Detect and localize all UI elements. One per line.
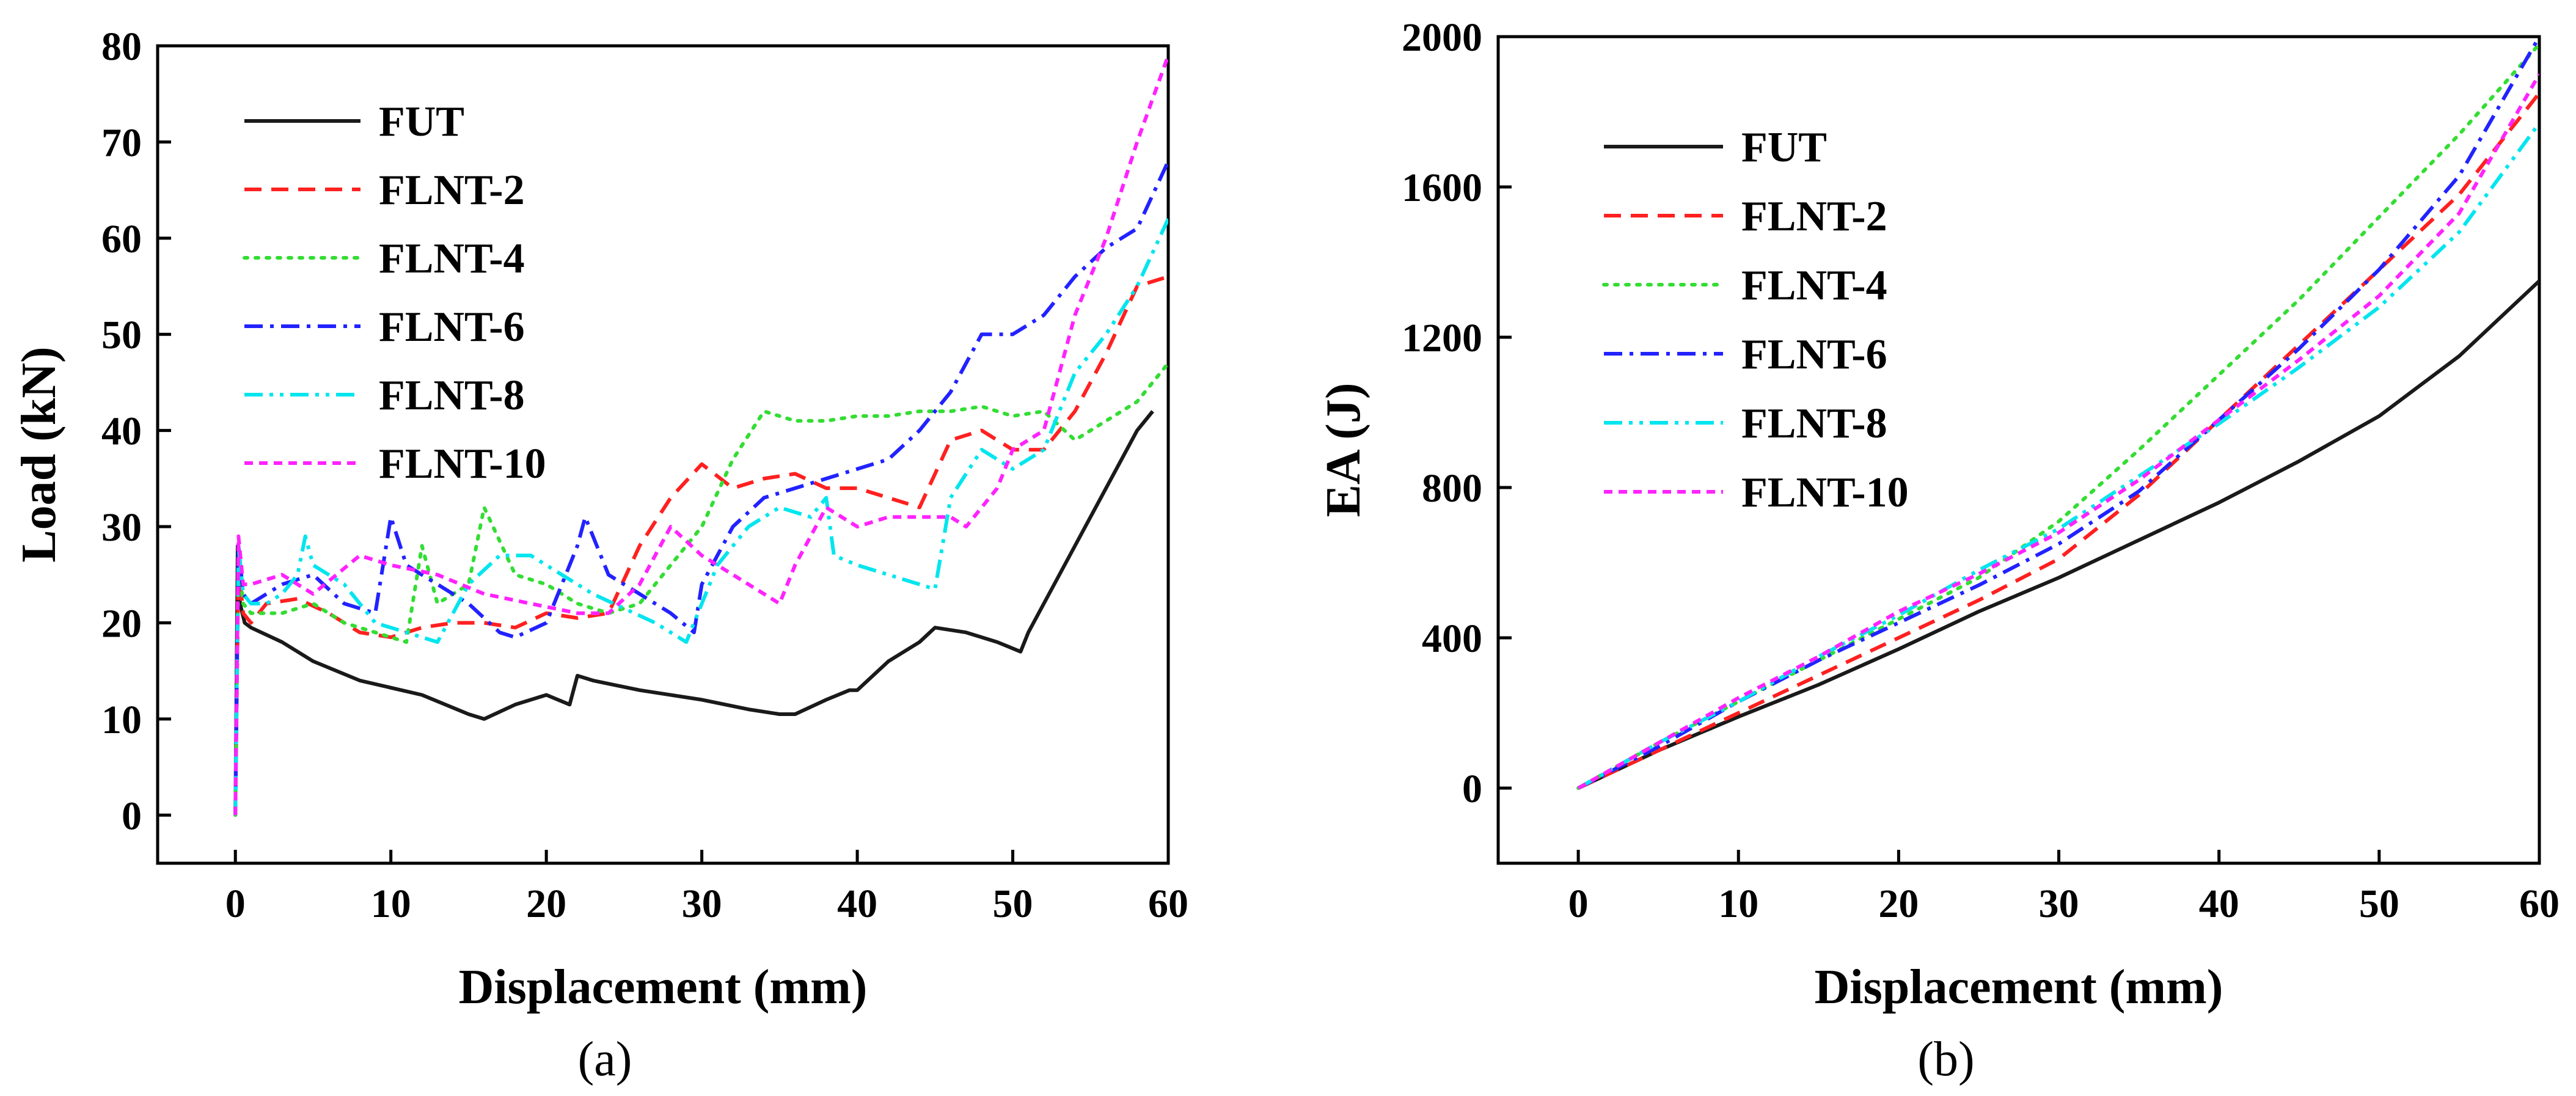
chart-b-frame bbox=[1496, 35, 2541, 865]
panel-label-a: (a) bbox=[578, 1032, 632, 1086]
chart-b-y-tick-label-2000: 2000 bbox=[1402, 15, 1482, 60]
chart-a-x-tick-label-20: 20 bbox=[526, 882, 566, 926]
chart-a-legend: FUT FLNT-2 FLNT-4 FLNT-6 FLNT-8 FLNT-10 bbox=[243, 98, 546, 488]
chart-b-legend-label-flnt-10: FLNT-10 bbox=[1741, 469, 1909, 516]
chart-a-series-group bbox=[233, 54, 1168, 817]
chart-b-y-tick-label-1200: 1200 bbox=[1402, 316, 1482, 360]
chart-a-series-flnt-4 bbox=[233, 361, 1168, 817]
chart-b-y-tick-label-1600: 1600 bbox=[1402, 166, 1482, 210]
chart-b-x-tick-label-60: 60 bbox=[2519, 882, 2560, 926]
chart-a-x-tick-label-60: 60 bbox=[1148, 882, 1188, 926]
chart-a-y-axis-title: Load (kN) bbox=[12, 346, 66, 562]
chart-panel-a: 0 10 20 30 40 50 60 0 10 20 30 40 50 60 70 80 Displaceme… bbox=[12, 24, 1188, 1014]
chart-b-series-group bbox=[1576, 35, 2539, 790]
chart-b-legend-label-flnt-6: FLNT-6 bbox=[1741, 331, 1887, 378]
chart-b-x-tick-label-50: 50 bbox=[2359, 882, 2399, 926]
chart-b-x-tick-label-10: 10 bbox=[1718, 882, 1758, 926]
chart-b-series-fut bbox=[1577, 279, 2539, 790]
chart-a-legend-label-flnt-4: FLNT-4 bbox=[379, 235, 525, 282]
chart-a-x-tick-label-0: 0 bbox=[225, 882, 246, 926]
chart-a-series-fut bbox=[233, 410, 1154, 816]
chart-b-x-tick-label-0: 0 bbox=[1568, 882, 1589, 926]
chart-a-y-tick-label-40: 40 bbox=[101, 409, 142, 454]
chart-b-series-flnt-10 bbox=[1577, 73, 2539, 790]
chart-b-legend-label-fut: FUT bbox=[1741, 124, 1827, 171]
chart-a-y-tick-label-0: 0 bbox=[122, 794, 142, 838]
chart-a-legend-label-fut: FUT bbox=[379, 98, 464, 145]
chart-b-x-tick-label-20: 20 bbox=[1878, 882, 1919, 926]
chart-a-frame bbox=[156, 44, 1170, 865]
chart-b-legend-label-flnt-8: FLNT-8 bbox=[1741, 400, 1887, 447]
chart-a-y-tick-label-50: 50 bbox=[101, 313, 142, 357]
chart-b-y-axis-title: EA (J) bbox=[1317, 383, 1370, 517]
chart-a-y-tick-label-10: 10 bbox=[101, 698, 142, 742]
chart-b-x-tick-label-40: 40 bbox=[2199, 882, 2239, 926]
chart-a-legend-label-flnt-6: FLNT-6 bbox=[379, 304, 525, 351]
chart-b-x-axis-title: Displacement (mm) bbox=[1815, 960, 2223, 1014]
chart-a-series-flnt-10 bbox=[233, 54, 1168, 816]
chart-a-y-tick-label-80: 80 bbox=[101, 24, 142, 69]
chart-b-y-tick-label-0: 0 bbox=[1462, 767, 1482, 811]
chart-b-series-flnt-2 bbox=[1577, 92, 2539, 790]
chart-a-y-tick-label-70: 70 bbox=[101, 120, 142, 165]
chart-a-x-tick-label-30: 30 bbox=[682, 882, 722, 926]
chart-a-legend-label-flnt-2: FLNT-2 bbox=[379, 167, 525, 214]
chart-b-legend-label-flnt-4: FLNT-4 bbox=[1741, 262, 1887, 309]
chart-panel-b: 0 10 20 30 40 50 60 0 400 800 1200 1600 2000 Displace… bbox=[1317, 15, 2560, 1014]
chart-a-legend-label-flnt-10: FLNT-10 bbox=[379, 440, 546, 488]
chart-b-y-tick-label-800: 800 bbox=[1422, 466, 1482, 511]
chart-b-x-tick-label-30: 30 bbox=[2039, 882, 2079, 926]
chart-a-series-flnt-2 bbox=[233, 274, 1168, 816]
chart-b-y-tick-label-400: 400 bbox=[1422, 616, 1482, 661]
chart-b-legend-label-flnt-2: FLNT-2 bbox=[1741, 193, 1887, 240]
chart-a-x-tick-label-50: 50 bbox=[993, 882, 1033, 926]
chart-a-x-axis-title: Displacement (mm) bbox=[459, 960, 868, 1014]
chart-b-series-flnt-6 bbox=[1577, 35, 2539, 790]
chart-a-y-tick-label-20: 20 bbox=[101, 601, 142, 646]
chart-b-legend: FUT FLNT-2 FLNT-4 FLNT-6 FLNT-8 FLNT-10 bbox=[1602, 124, 1909, 516]
chart-a-x-tick-label-40: 40 bbox=[837, 882, 877, 926]
chart-a-series-flnt-6 bbox=[233, 160, 1168, 816]
chart-a-y-tick-label-60: 60 bbox=[101, 217, 142, 261]
panel-label-b: (b) bbox=[1917, 1032, 1974, 1086]
chart-a-y-tick-label-30: 30 bbox=[101, 505, 142, 550]
chart-a-x-tick-label-10: 10 bbox=[371, 882, 411, 926]
chart-a-series-flnt-8 bbox=[233, 218, 1168, 816]
chart-b-series-flnt-4 bbox=[1576, 42, 2539, 790]
chart-a-legend-label-flnt-8: FLNT-8 bbox=[379, 372, 525, 419]
